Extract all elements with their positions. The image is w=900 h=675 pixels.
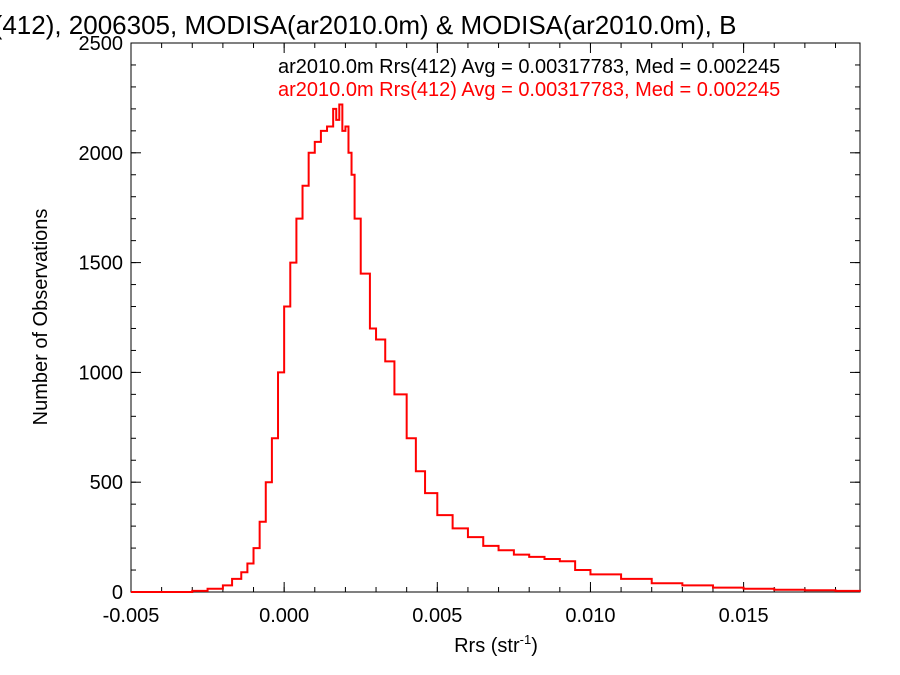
y-tick-label: 0 bbox=[112, 582, 123, 604]
y-axis-label: Number of Observations bbox=[30, 209, 52, 426]
x-axis-label-close: ) bbox=[531, 635, 538, 657]
y-tick-label: 2500 bbox=[79, 33, 124, 55]
annotation-red-stats: ar2010.0m Rrs(412) Avg = 0.00317783, Med… bbox=[278, 79, 780, 101]
x-axis-label-main: Rrs (str bbox=[454, 635, 520, 657]
x-tick-label: -0.005 bbox=[103, 605, 160, 627]
axis-tick-labels: -0.005 0.000 0.005 0.010 0.015 0 500 1000 1500 20… bbox=[79, 33, 769, 627]
histogram-series-line bbox=[131, 103, 861, 593]
x-axis-label: Rrs (str-1) bbox=[454, 632, 538, 657]
annotation-black-stats: ar2010.0m Rrs(412) Avg = 0.00317783, Med… bbox=[278, 56, 780, 78]
chart-title: rs(412), 2006305, MODISA(ar2010.0m) & MO… bbox=[0, 10, 736, 40]
x-tick-label: 0.005 bbox=[412, 605, 462, 627]
x-tick-label: 0.000 bbox=[259, 605, 309, 627]
x-axis-label-superscript: -1 bbox=[520, 632, 532, 647]
y-tick-label: 1500 bbox=[79, 253, 124, 275]
y-tick-label: 1000 bbox=[79, 362, 124, 384]
axis-ticks bbox=[130, 42, 860, 593]
y-tick-label: 500 bbox=[90, 472, 123, 494]
plot-area-frame bbox=[130, 42, 861, 593]
x-tick-label: 0.010 bbox=[565, 605, 615, 627]
y-tick-label: 2000 bbox=[79, 143, 124, 165]
x-tick-label: 0.015 bbox=[719, 605, 769, 627]
